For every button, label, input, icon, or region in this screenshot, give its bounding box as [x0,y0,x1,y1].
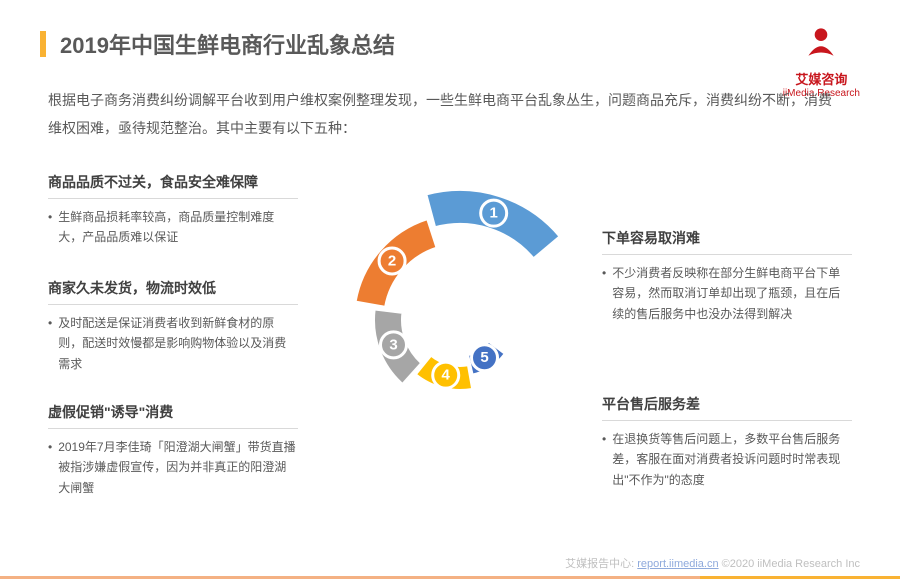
issue-body: 生鲜商品损耗率较高，商品质量控制难度大，产品品质难以保证 [48,207,298,248]
issue-title: 商家久未发货，物流时效低 [48,278,298,305]
ring-label-number: 1 [490,205,498,222]
issue-title: 下单容易取消难 [602,228,852,255]
issue-item-2: 商家久未发货，物流时效低 及时配送是保证消费者收到新鲜食材的原则，配送时效慢都是… [48,278,298,374]
issue-body: 在退换货等售后问题上，多数平台售后服务差，客服在面对消费者投诉问题时时常表现出"… [602,429,852,490]
ring-label-number: 3 [389,336,397,353]
footer-credit: 艾媒报告中心: report.iimedia.cn ©2020 iiMedia … [565,555,860,571]
footer-link[interactable]: report.iimedia.cn [637,558,718,570]
title-accent [40,31,46,57]
issue-body: 2019年7月李佳琦「阳澄湖大闸蟹」带货直播被指涉嫌虚假宣传，因为并非真正的阳澄… [48,437,298,498]
ring-label-number: 2 [388,252,396,269]
ring-label-number: 4 [442,367,451,384]
issue-body: 不少消费者反映称在部分生鲜电商平台下单容易，然而取消订单却出现了瓶颈，且在后续的… [602,263,852,324]
page-title: 2019年中国生鲜电商行业乱象总结 [60,28,395,60]
footer-prefix: 艾媒报告中心: [565,558,637,570]
issue-item-1: 商品品质不过关，食品安全难保障 生鲜商品损耗率较高，商品质量控制难度大，产品品质… [48,172,298,248]
issue-item-4: 下单容易取消难 不少消费者反映称在部分生鲜电商平台下单容易，然而取消订单却出现了… [602,228,852,324]
issue-body: 及时配送是保证消费者收到新鲜食材的原则，配送时效慢都是影响购物体验以及消费需求 [48,313,298,374]
issue-title: 虚假促销"诱导"消费 [48,402,298,429]
logo-icon [800,20,842,62]
title-bar: 2019年中国生鲜电商行业乱象总结 [40,28,395,60]
intro-paragraph: 根据电子商务消费纠纷调解平台收到用户维权案例整理发现，一些生鲜电商平台乱象丛生，… [48,86,838,142]
issue-title: 商品品质不过关，食品安全难保障 [48,172,298,199]
issue-title: 平台售后服务差 [602,394,852,421]
ring-diagram: 1 2 3 4 5 [330,190,590,450]
ring-label-number: 5 [480,349,488,366]
issue-item-5: 平台售后服务差 在退换货等售后问题上，多数平台售后服务差，客服在面对消费者投诉问… [602,394,852,490]
footer-copyright: ©2020 iiMedia Research Inc [719,558,860,570]
issue-item-3: 虚假促销"诱导"消费 2019年7月李佳琦「阳澄湖大闸蟹」带货直播被指涉嫌虚假宣… [48,402,298,498]
